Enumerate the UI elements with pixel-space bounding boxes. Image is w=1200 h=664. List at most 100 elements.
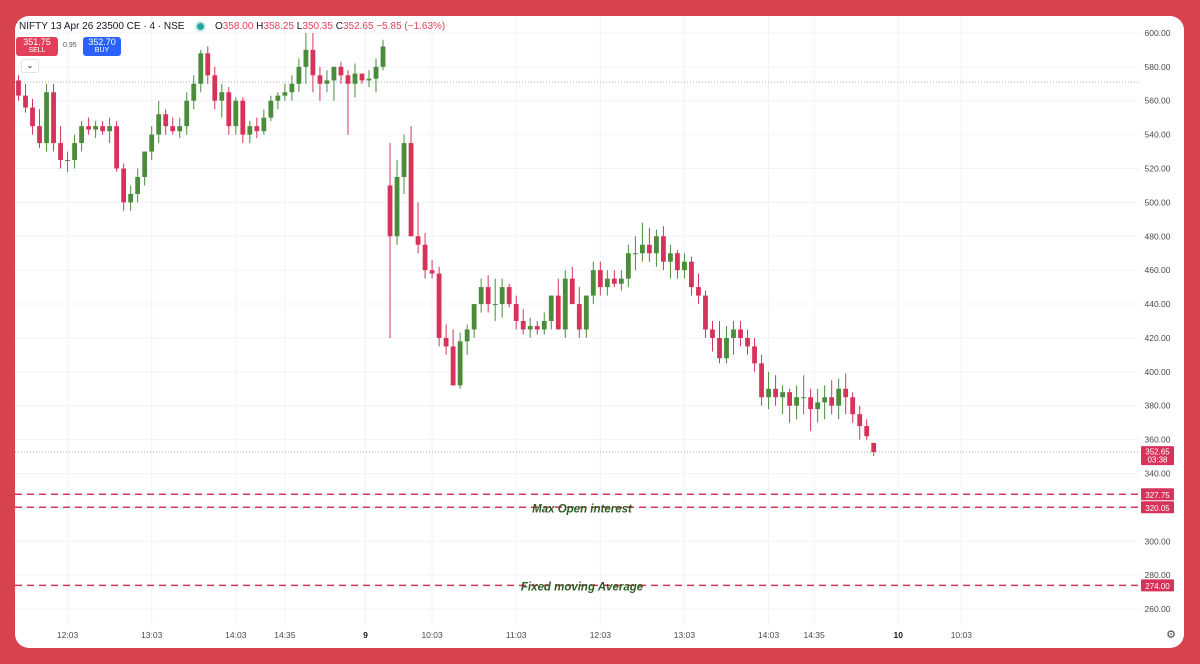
candle xyxy=(576,287,582,338)
candle-body xyxy=(611,278,617,284)
candle xyxy=(836,378,842,420)
high-value: 358.25 xyxy=(263,21,294,32)
sell-button[interactable]: 351.75 SELL xyxy=(16,37,58,56)
candle xyxy=(226,87,232,135)
candle-body xyxy=(93,126,99,130)
candle xyxy=(604,270,610,296)
candle xyxy=(296,58,302,93)
candle xyxy=(520,309,526,335)
candle xyxy=(752,337,757,372)
candle xyxy=(268,95,274,122)
y-tick-label: 460.00 xyxy=(1145,265,1171,275)
level-price-label: 320.05 xyxy=(1145,504,1170,513)
candle-body xyxy=(815,402,821,410)
candle-body xyxy=(864,426,870,437)
candlestick-chart[interactable]: 327.75 320.05 Max Open interest 274.00 Fixed… xyxy=(15,16,1184,648)
candle xyxy=(548,295,554,330)
candle-body xyxy=(359,73,365,81)
x-tick-label: 14:35 xyxy=(803,630,825,640)
candle xyxy=(450,329,456,386)
candle xyxy=(128,185,134,211)
gear-icon[interactable]: ⚙ xyxy=(1166,629,1176,641)
candle xyxy=(156,100,162,144)
candle-body xyxy=(668,253,673,262)
candle xyxy=(275,92,281,110)
candle xyxy=(198,49,204,93)
candle-body xyxy=(135,176,141,194)
candle-body xyxy=(689,261,694,288)
candle-body xyxy=(121,168,127,203)
chevron-down-icon[interactable]: ⌄ xyxy=(21,59,39,73)
candle-body xyxy=(752,346,757,364)
candle-body xyxy=(289,83,295,93)
candle xyxy=(632,236,638,271)
candle xyxy=(44,83,49,152)
candle-body xyxy=(436,273,442,338)
candle-body xyxy=(836,388,842,406)
candle-body xyxy=(261,117,267,132)
candle-body xyxy=(156,114,162,135)
candle-body xyxy=(780,392,785,398)
candle-body xyxy=(16,80,21,96)
candle xyxy=(590,261,596,305)
candle xyxy=(668,244,673,279)
candle xyxy=(780,385,785,415)
candle-body xyxy=(415,236,421,245)
candle-body xyxy=(408,143,414,237)
y-tick-label: 440.00 xyxy=(1145,299,1171,309)
low-value: 350.35 xyxy=(302,21,333,32)
candle-body xyxy=(850,397,856,415)
candle xyxy=(731,321,736,355)
open-value: 358.00 xyxy=(222,21,254,32)
candle-body xyxy=(457,341,463,386)
candle xyxy=(338,61,344,84)
candle xyxy=(352,63,358,98)
candle xyxy=(58,126,63,169)
candle-body xyxy=(58,143,63,161)
candle xyxy=(93,121,99,138)
candle-body xyxy=(485,287,491,305)
candle xyxy=(289,75,295,101)
candle xyxy=(282,83,288,101)
candle-body xyxy=(583,295,589,330)
candle-body xyxy=(794,397,800,406)
candle-body xyxy=(226,92,232,127)
level-price-tag: 274.00 xyxy=(1141,579,1174,592)
candle-body xyxy=(562,278,568,330)
candle-body xyxy=(345,75,351,84)
symbol-title[interactable]: NIFTY 13 Apr 26 23500 CE · 4 · NSE xyxy=(19,21,185,32)
candle xyxy=(135,168,141,203)
candle xyxy=(219,83,225,118)
candle xyxy=(177,117,183,138)
candle-body xyxy=(506,287,512,305)
candle xyxy=(317,66,323,101)
candle xyxy=(478,278,484,313)
candle xyxy=(766,371,771,410)
candle xyxy=(30,99,35,135)
candle-body xyxy=(44,92,49,144)
change-value: −5.85 (−1.63%) xyxy=(376,21,446,32)
candle xyxy=(485,275,491,313)
sell-label: SELL xyxy=(28,47,46,54)
candle-body xyxy=(822,397,828,403)
candle xyxy=(745,329,750,355)
chart-card: 327.75 320.05 Max Open interest 274.00 Fixed… xyxy=(15,16,1184,648)
x-tick-label: 11:03 xyxy=(506,630,527,640)
y-tick-label: 280.00 xyxy=(1145,570,1171,580)
y-tick-label: 580.00 xyxy=(1145,62,1171,72)
buy-button[interactable]: 352.70 BUY xyxy=(83,37,121,56)
candle-body xyxy=(205,53,211,76)
candle-body xyxy=(443,337,449,347)
candle-body xyxy=(857,414,863,427)
candle-body xyxy=(163,114,169,127)
candle-body xyxy=(604,278,610,288)
candle-body xyxy=(625,253,631,279)
candle-body xyxy=(696,287,701,296)
candle xyxy=(661,226,666,271)
candle xyxy=(527,317,533,338)
candle xyxy=(16,75,21,101)
candle-body xyxy=(682,261,687,271)
candle-body xyxy=(745,337,750,347)
candle-body xyxy=(233,100,239,127)
candle-body xyxy=(618,278,624,284)
